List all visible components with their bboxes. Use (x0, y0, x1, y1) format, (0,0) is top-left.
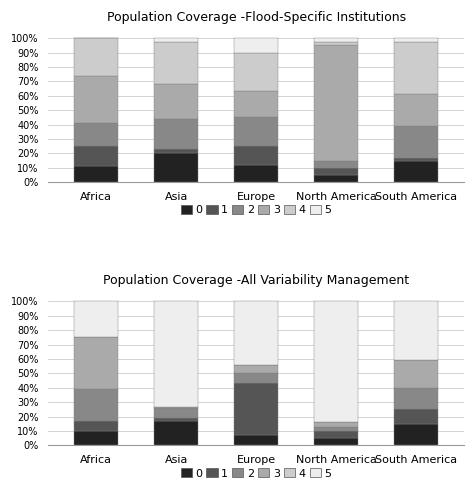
Title: Population Coverage -Flood-Specific Institutions: Population Coverage -Flood-Specific Inst… (106, 11, 406, 24)
Bar (314, 46, 358, 160)
Title: Population Coverage -All Variability Management: Population Coverage -All Variability Man… (103, 274, 409, 287)
Bar (314, 160, 358, 168)
Bar (394, 388, 438, 409)
Bar (74, 123, 118, 146)
Bar (154, 38, 198, 42)
Bar (394, 94, 438, 126)
Bar (234, 436, 278, 446)
Bar (234, 374, 278, 384)
Bar (74, 146, 118, 167)
Bar (314, 42, 358, 45)
Bar (394, 424, 438, 446)
Bar (74, 389, 118, 421)
Bar (74, 38, 118, 76)
Bar (154, 84, 198, 119)
Bar (154, 119, 198, 149)
Bar (394, 410, 438, 424)
Bar (74, 302, 118, 338)
Legend: 0, 1, 2, 3, 4, 5: 0, 1, 2, 3, 4, 5 (176, 200, 336, 220)
Bar (314, 422, 358, 426)
Bar (74, 338, 118, 389)
Bar (234, 118, 278, 146)
Bar (234, 165, 278, 182)
Bar (314, 426, 358, 431)
Bar (154, 42, 198, 84)
Bar (314, 175, 358, 182)
Bar (234, 38, 278, 52)
Bar (394, 160, 438, 182)
Bar (74, 421, 118, 431)
Bar (74, 166, 118, 182)
Bar (234, 92, 278, 118)
Bar (314, 302, 358, 422)
Bar (314, 168, 358, 175)
Bar (154, 418, 198, 421)
Bar (74, 431, 118, 446)
Bar (394, 158, 438, 160)
Bar (154, 408, 198, 418)
Bar (154, 154, 198, 182)
Bar (234, 384, 278, 436)
Bar (394, 126, 438, 158)
Bar (234, 302, 278, 364)
Bar (154, 421, 198, 446)
Legend: 0, 1, 2, 3, 4, 5: 0, 1, 2, 3, 4, 5 (176, 464, 336, 483)
Bar (314, 438, 358, 446)
Bar (234, 52, 278, 92)
Bar (394, 302, 438, 360)
Bar (394, 42, 438, 94)
Bar (74, 76, 118, 123)
Bar (234, 364, 278, 374)
Bar (314, 431, 358, 438)
Bar (154, 406, 198, 408)
Bar (154, 302, 198, 406)
Bar (394, 38, 438, 42)
Bar (234, 146, 278, 165)
Bar (314, 38, 358, 42)
Bar (154, 149, 198, 154)
Bar (394, 360, 438, 388)
